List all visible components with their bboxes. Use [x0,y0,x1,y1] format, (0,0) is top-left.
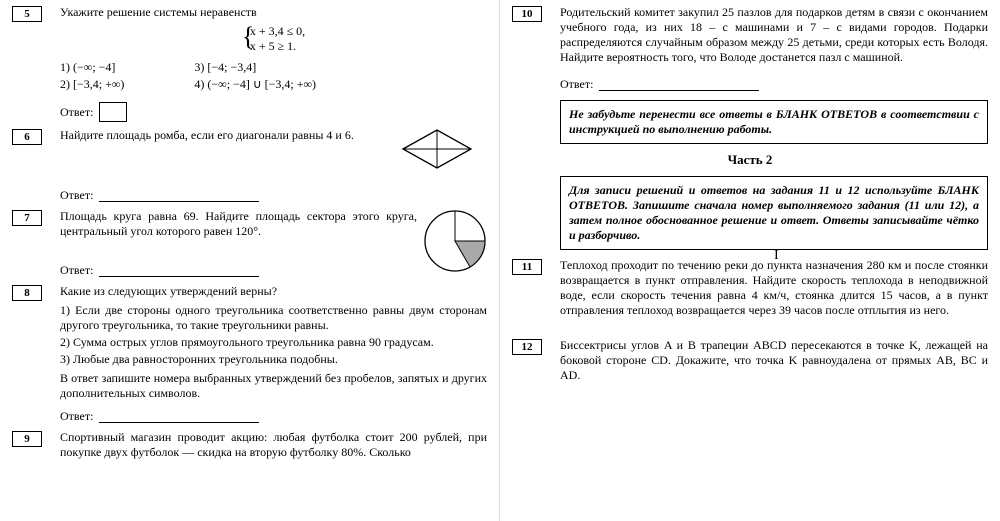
task-7: 7 Площадь круга равна 69. Найдите площад… [12,209,487,278]
task-12-body: Биссектрисы углов A и B трапеции ABCD пе… [560,338,988,387]
answer-label: Ответ: [60,263,93,278]
task-6-answer: Ответ: [60,188,487,203]
task-10-body: Родительский комитет закупил 25 пазлов д… [560,5,988,69]
task-7-answer: Ответ: [60,263,417,278]
task-7-prompt: Площадь круга равна 69. Найдите площадь … [60,209,417,239]
opt-1: 1) (−∞; −4] [60,60,124,75]
task-5-options: 1) (−∞; −4] 2) [−3,4; +∞) 3) [−4; −3,4] … [60,60,487,94]
task-number-11: 11 [512,259,542,275]
sys-line-2: x + 5 ≥ 1. [250,39,305,54]
opt-3: 3) [−4; −3,4] [194,60,316,75]
stmt-2: 2) Сумма острых углов прямоугольного тре… [60,335,487,350]
answer-label: Ответ: [60,188,93,203]
task-11-body: I Теплоход проходит по течению реки до п… [560,258,988,322]
task-9-prompt: Спортивный магазин проводит акцию: любая… [60,430,487,460]
part-2-instructions-text: Для записи решений и ответов на задания … [569,183,979,242]
task-8: 8 Какие из следующих утверждений верны? … [12,284,487,424]
task-11: 11 I Теплоход проходит по течению реки д… [512,258,988,322]
rhombus-figure [387,128,487,170]
task-number-8: 8 [12,285,42,301]
task-7-body: Площадь круга равна 69. Найдите площадь … [60,209,487,278]
task-number-10: 10 [512,6,542,22]
answer-input-line[interactable] [599,79,759,91]
sys-line-1: x + 3,4 ≤ 0, [250,24,305,39]
task-11-prompt: Теплоход проходит по течению реки до пун… [560,258,988,318]
left-column: 5 Укажите решение системы неравенств { x… [0,0,500,521]
circle-sector-figure [423,209,487,273]
task-6-body: Найдите площадь ромба, если его диагонал… [60,128,487,203]
task-6-prompt: Найдите площадь ромба, если его диагонал… [60,128,381,143]
task-5: 5 Укажите решение системы неравенств { x… [12,5,487,122]
stmt-1: 1) Если две стороны одного треугольника … [60,303,487,333]
exam-page: 5 Укажите решение системы неравенств { x… [0,0,1000,521]
task-5-prompt: Укажите решение системы неравенств [60,5,487,20]
answer-label: Ответ: [560,77,593,92]
task-12-prompt: Биссектрисы углов A и B трапеции ABCD пе… [560,338,988,383]
caret-icon: I [774,248,779,264]
task-number-5: 5 [12,6,42,22]
part-2-instructions-box: Для записи решений и ответов на задания … [560,176,988,250]
task-9-body: Спортивный магазин проводит акцию: любая… [60,430,487,464]
stmt-3: 3) Любые два равносторонних треугольника… [60,352,487,367]
opt-4: 4) (−∞; −4] ∪ [−3,4; +∞) [194,77,316,92]
opt-2: 2) [−3,4; +∞) [60,77,124,92]
right-column: 10 Родительский комитет закупил 25 пазло… [500,0,1000,521]
task-5-system: { x + 3,4 ≤ 0, x + 5 ≥ 1. [60,24,487,54]
part-2-title: Часть 2 [512,152,988,168]
task-10: 10 Родительский комитет закупил 25 пазло… [512,5,988,69]
reminder-box: Не забудьте перенести все ответы в БЛАНК… [560,100,988,144]
answer-input-line[interactable] [99,411,259,423]
answer-input-line[interactable] [99,265,259,277]
task-12: 12 Биссектрисы углов A и B трапеции ABCD… [512,338,988,387]
task-6: 6 Найдите площадь ромба, если его диагон… [12,128,487,203]
task-number-12: 12 [512,339,542,355]
task-8-prompt: Какие из следующих утверждений верны? [60,284,487,299]
task-8-note: В ответ запишите номера выбранных утверж… [60,371,487,401]
answer-input-box[interactable] [99,102,127,122]
task-8-answer: Ответ: [60,409,487,424]
answer-label: Ответ: [60,409,93,424]
task-10-answer: Ответ: [560,77,988,92]
answer-label: Ответ: [60,105,93,120]
task-number-7: 7 [12,210,42,226]
task-9: 9 Спортивный магазин проводит акцию: люб… [12,430,487,464]
task-5-answer: Ответ: [60,102,487,122]
answer-input-line[interactable] [99,190,259,202]
task-8-body: Какие из следующих утверждений верны? 1)… [60,284,487,424]
task-5-body: Укажите решение системы неравенств { x +… [60,5,487,122]
task-number-9: 9 [12,431,42,447]
task-number-6: 6 [12,129,42,145]
task-10-prompt: Родительский комитет закупил 25 пазлов д… [560,5,988,65]
